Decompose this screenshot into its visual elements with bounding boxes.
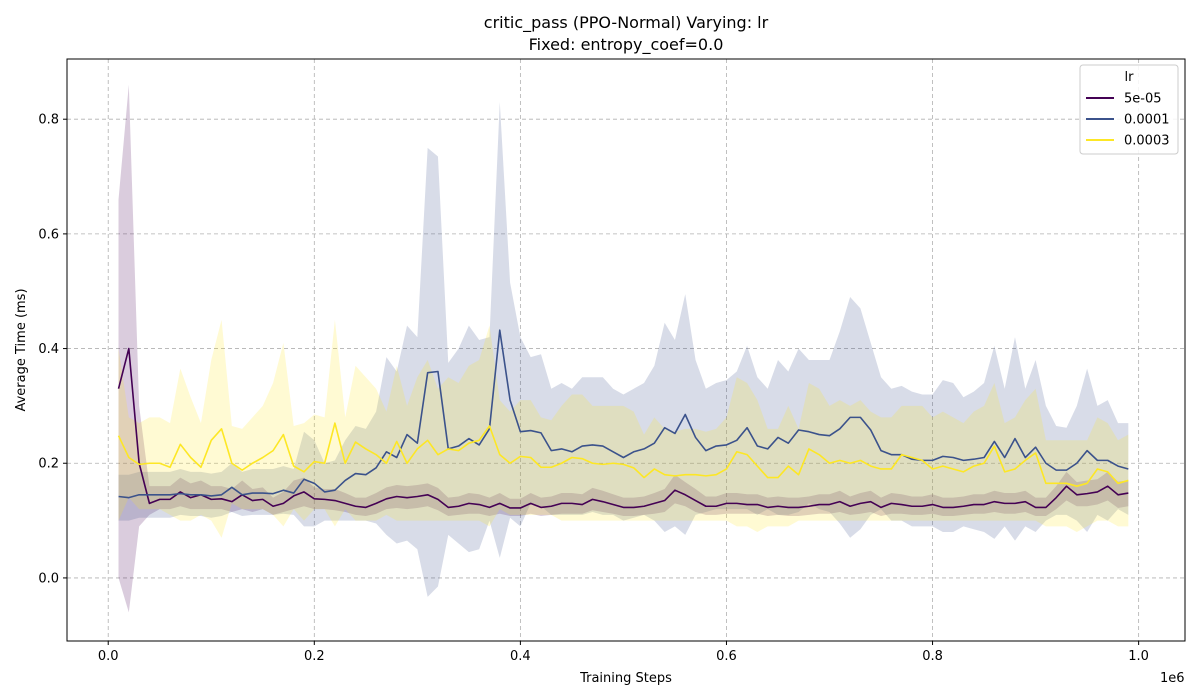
legend-items: 5e-05 0.0001 0.0003 [1086, 92, 1170, 149]
x-tick-label: 0.4 [510, 649, 531, 664]
legend: lr 5e-05 0.0001 0.0003 [1079, 64, 1179, 155]
band-0-0003 [118, 319, 1129, 538]
series-line-0-0003 [117, 422, 1129, 487]
plot-area-frame [66, 58, 1186, 642]
y-tick-label: 0.0 [38, 571, 59, 586]
band-0-0001 [118, 102, 1129, 597]
x-tick-label: 0.6 [716, 649, 737, 664]
x-axis-label: Training Steps [579, 671, 672, 686]
series-line-0-0001 [118, 329, 1129, 499]
x-tick-label: 0.2 [304, 649, 325, 664]
y-axis-label: Average Time (ms) [14, 288, 29, 411]
chart-subtitle: Fixed: entropy_coef=0.0 [529, 35, 724, 55]
x-tick-label: 0.8 [922, 649, 943, 664]
y-tick-label: 0.2 [38, 457, 59, 472]
x-tick-label: 1.0 [1128, 649, 1149, 664]
axis-ticks: 0.0 0.2 0.4 0.6 0.8 1.0 0.0 0.2 0.4 0.6 0.8 [38, 113, 1149, 664]
y-tick-label: 0.6 [38, 227, 59, 242]
series-line-5e-05 [117, 347, 1129, 509]
chart-title: critic_pass (PPO-Normal) Varying: lr [484, 13, 769, 33]
legend-title: lr [1125, 70, 1135, 85]
x-tick-label: 0.0 [98, 649, 119, 664]
legend-label-0-0003: 0.0003 [1124, 134, 1170, 149]
legend-label-5e-05: 5e-05 [1124, 92, 1162, 107]
legend-box [1079, 64, 1179, 155]
y-tick-label: 0.8 [38, 113, 59, 128]
grid [67, 59, 1185, 641]
x-axis-offset-label: 1e6 [1160, 671, 1185, 686]
series-lines [117, 329, 1129, 509]
y-tick-label: 0.4 [38, 342, 59, 357]
legend-label-0-0001: 0.0001 [1124, 113, 1170, 128]
